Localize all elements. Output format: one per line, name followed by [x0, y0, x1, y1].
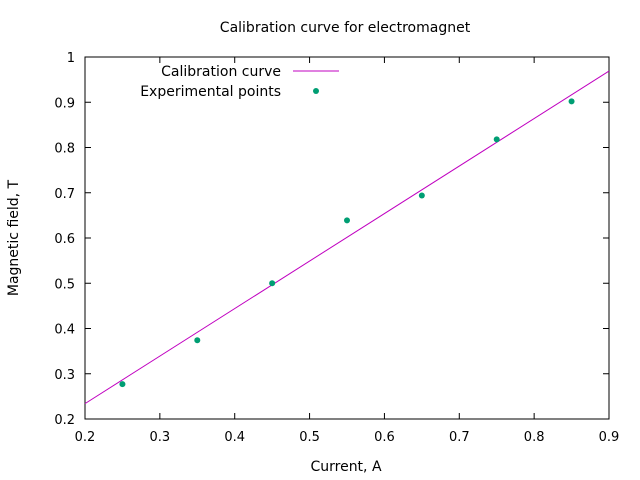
- x-tick-label: 0.6: [374, 430, 395, 445]
- axes: [84, 56, 610, 420]
- y-tick-label: 0.4: [54, 323, 75, 338]
- y-tick-label: 0.9: [54, 96, 75, 111]
- x-tick-label: 0.5: [299, 430, 320, 445]
- legend-swatch-experimental-points: [313, 88, 319, 94]
- y-axis-label: Magnetic field, T: [6, 179, 22, 296]
- y-tick-label: 0.5: [54, 277, 75, 292]
- x-tick-label: 0.4: [224, 430, 245, 445]
- chart-title: Calibration curve for electromagnet: [220, 20, 471, 36]
- x-tick-label: 0.8: [524, 430, 545, 445]
- x-axis-ticks: 0.2 0.3 0.4 0.5 0.6 0.7 0.8 0.9: [75, 57, 620, 445]
- y-tick-label: 0.6: [54, 232, 75, 247]
- experimental-point: [418, 192, 425, 199]
- y-tick-label: 1: [67, 51, 75, 66]
- y-tick-label: 0.7: [54, 187, 75, 202]
- legend-label-experimental-points: Experimental points: [140, 84, 281, 100]
- x-tick-label: 0.7: [449, 430, 470, 445]
- x-axis-label: Current, A: [310, 459, 381, 475]
- x-tick-label: 0.9: [599, 430, 620, 445]
- x-tick-label: 0.3: [150, 430, 171, 445]
- legend: Calibration curve Experimental points: [140, 64, 339, 100]
- experimental-point: [269, 280, 276, 287]
- legend-label-calibration-curve: Calibration curve: [161, 64, 281, 80]
- y-tick-label: 0.2: [54, 413, 75, 428]
- experimental-point: [194, 337, 201, 344]
- experimental-point: [493, 136, 500, 143]
- experimental-point: [344, 217, 350, 224]
- y-tick-label: 0.3: [54, 368, 75, 383]
- calibration-curve-line: [84, 70, 610, 405]
- plot-frame: [84, 56, 610, 420]
- series-layer: [84, 70, 610, 405]
- experimental-point: [119, 381, 126, 388]
- y-tick-label: 0.8: [54, 142, 75, 157]
- experimental-point: [568, 98, 575, 105]
- x-tick-label: 0.2: [75, 430, 96, 445]
- y-axis-ticks: 0.2 0.3 0.4 0.5 0.6 0.7 0.8 0.9 1: [54, 51, 609, 428]
